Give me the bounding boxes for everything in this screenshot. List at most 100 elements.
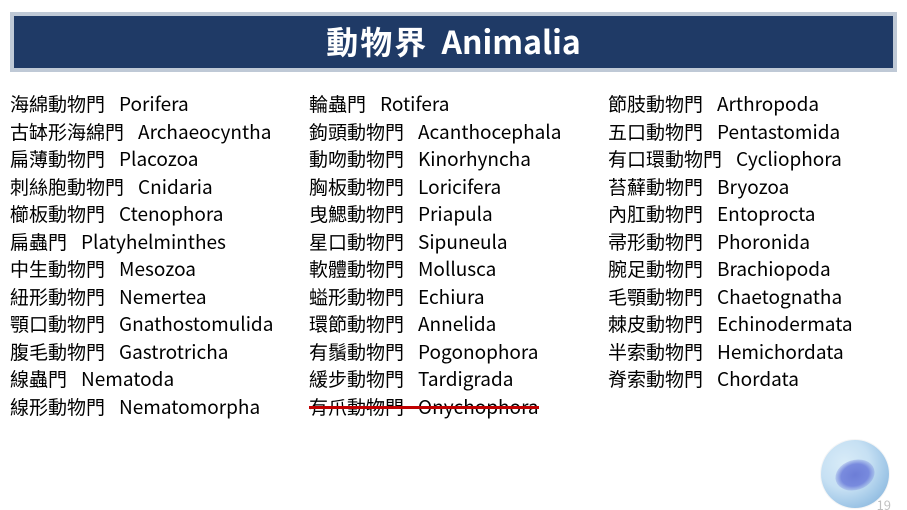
title-zh: 動物界 [326,18,428,64]
phylum-en: Porifera [119,90,189,117]
phylum-zh: 輪蟲門 [309,90,366,117]
list-item: 棘皮動物門 Echinodermata [608,310,897,338]
entry: 星口動物門 Sipuneula [309,228,508,255]
phylum-zh: 紐形動物門 [10,283,105,310]
phylum-en: Nematomorpha [119,393,260,420]
phylum-en: Echinodermata [717,310,853,337]
phylum-en: Brachiopoda [717,255,831,282]
list-item: 帚形動物門 Phoronida [608,228,897,256]
list-item: 古缽形海綿門 Archaeocyntha [10,118,309,146]
list-item: 中生動物門Mesozoa [10,255,309,283]
columns-wrapper: 海綿動物門Porifera古缽形海綿門 Archaeocyntha扁薄動物門Pla… [0,90,907,421]
column-c: 節肢動物門Arthropoda五口動物門 Pentastomida有口環動物門 Cy… [608,90,897,421]
list-item: 螠形動物門 Echiura [309,283,608,311]
phylum-en: Annelida [418,310,496,337]
phylum-zh: 曳鰓動物門 [309,200,404,227]
list-item: 腹毛動物門 Gastrotricha [10,338,309,366]
phylum-zh: 顎口動物門 [10,310,105,337]
phylum-zh: 毛顎動物門 [608,283,703,310]
list-item: 海綿動物門Porifera [10,90,309,118]
phylum-en: Mesozoa [119,255,196,282]
phylum-en: Cycliophora [736,145,842,172]
entry: 曳鰓動物門 Priapula [309,200,493,227]
phylum-zh: 苔蘚動物門 [608,173,703,200]
phylum-zh: 有口環動物門 [608,145,722,172]
list-item: 半索動物門Hemichordata [608,338,897,366]
phylum-zh: 有爪動物門 [309,393,404,420]
phylum-en: Archaeocyntha [138,118,271,145]
phylum-en: Pogonophora [418,338,538,365]
entry: 緩步動物門 Tardigrada [309,365,513,392]
phylum-en: Rotifera [380,90,449,117]
phylum-en: Priapula [418,200,493,227]
entry: 輪蟲門 Rotifera [309,90,449,117]
list-item: 曳鰓動物門 Priapula [309,200,608,228]
phylum-zh: 胸板動物門 [309,173,404,200]
entry: 脊索動物門Chordata [608,365,799,392]
phylum-en: Mollusca [418,255,496,282]
list-item: 脊索動物門Chordata [608,365,897,393]
entry: 中生動物門Mesozoa [10,255,196,282]
list-item: 線蟲門Nematoda [10,365,309,393]
title-en: Animalia [442,18,581,64]
entry: 胸板動物門 Loricifera [309,173,501,200]
entry: 扁蟲門 Platyhelminthes [10,228,226,255]
phylum-en: Sipuneula [418,228,508,255]
phylum-zh: 棘皮動物門 [608,310,703,337]
phylum-zh: 螠形動物門 [309,283,404,310]
phylum-en: Onychophora [418,393,539,420]
phylum-en: Echiura [418,283,485,310]
entry: 帚形動物門 Phoronida [608,228,810,255]
phylum-en: Gastrotricha [119,338,228,365]
phylum-zh: 線蟲門 [10,365,67,392]
phylum-en: Phoronida [717,228,810,255]
phylum-en: Chordata [717,365,799,392]
phylum-zh: 帚形動物門 [608,228,703,255]
list-item: 有爪動物門 Onychophora [309,393,608,421]
phylum-zh: 鉤頭動物門 [309,118,404,145]
phylum-en: Tardigrada [418,365,513,392]
phylum-zh: 五口動物門 [608,118,703,145]
list-item: 節肢動物門Arthropoda [608,90,897,118]
phylum-zh: 緩步動物門 [309,365,404,392]
list-item: 顎口動物門Gnathostomulida [10,310,309,338]
list-item: 扁薄動物門Placozoa [10,145,309,173]
entry: 紐形動物門 Nemertea [10,283,207,310]
phylum-zh: 刺絲胞動物門 [10,173,124,200]
entry: 腹毛動物門 Gastrotricha [10,338,228,365]
entry: 棘皮動物門 Echinodermata [608,310,853,337]
phylum-en: Ctenophora [119,200,223,227]
phylum-en: Pentastomida [717,118,840,145]
list-item: 鉤頭動物門Acanthocephala [309,118,608,146]
list-item: 緩步動物門 Tardigrada [309,365,608,393]
column-b: 輪蟲門 Rotifera鉤頭動物門Acanthocephala動吻動物門Kinor… [309,90,608,421]
list-item: 胸板動物門 Loricifera [309,173,608,201]
phylum-zh: 星口動物門 [309,228,404,255]
entry: 線蟲門Nematoda [10,365,174,392]
phylum-zh: 腹毛動物門 [10,338,105,365]
phylum-zh: 環節動物門 [309,310,404,337]
list-item: 扁蟲門 Platyhelminthes [10,228,309,256]
entry: 海綿動物門Porifera [10,90,189,117]
phylum-en: Nemertea [119,283,207,310]
entry: 刺絲胞動物門Cnidaria [10,173,213,200]
entry: 五口動物門 Pentastomida [608,118,840,145]
phylum-zh: 古缽形海綿門 [10,118,124,145]
list-item: 輪蟲門 Rotifera [309,90,608,118]
phylum-en: Entoprocta [717,200,816,227]
phylum-zh: 扁蟲門 [10,228,67,255]
entry: 腕足動物門 Brachiopoda [608,255,831,282]
list-item: 苔蘚動物門Bryozoa [608,173,897,201]
list-item: 刺絲胞動物門Cnidaria [10,173,309,201]
list-item: 五口動物門 Pentastomida [608,118,897,146]
phylum-zh: 腕足動物門 [608,255,703,282]
phylum-en: Platyhelminthes [81,228,226,255]
entry: 古缽形海綿門 Archaeocyntha [10,118,271,145]
entry: 內肛動物門Entoprocta [608,200,816,227]
phylum-en: Placozoa [119,145,198,172]
phylum-en: Arthropoda [717,90,819,117]
list-item: 動吻動物門Kinorhyncha [309,145,608,173]
phylum-en: Loricifera [418,173,501,200]
entry: 半索動物門Hemichordata [608,338,844,365]
entry: 螠形動物門 Echiura [309,283,485,310]
